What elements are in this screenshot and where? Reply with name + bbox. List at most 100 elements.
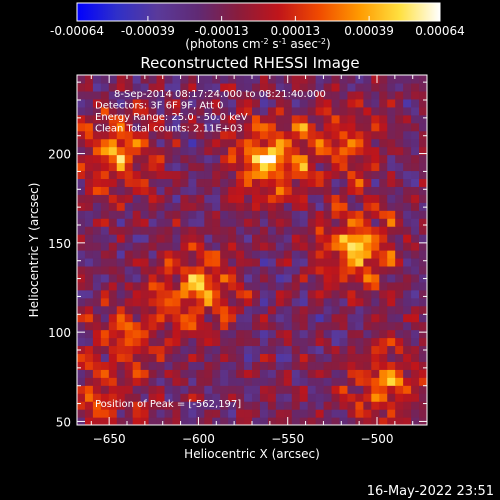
heatmap-cell bbox=[267, 218, 277, 227]
colorbar-tick-label: 0.00013 bbox=[271, 24, 321, 38]
heatmap-cell bbox=[84, 194, 94, 203]
heatmap-cell bbox=[180, 178, 189, 187]
heatmap-cell bbox=[355, 353, 364, 362]
heatmap-cell bbox=[188, 321, 197, 331]
heatmap-cell bbox=[315, 385, 325, 394]
heatmap-cell bbox=[116, 178, 126, 187]
heatmap-cell bbox=[164, 178, 174, 187]
heatmap-cell bbox=[196, 409, 205, 418]
heatmap-cell bbox=[84, 122, 94, 132]
heatmap-cell bbox=[252, 369, 261, 378]
heatmap-cell bbox=[180, 401, 189, 410]
heatmap-cell bbox=[275, 242, 285, 251]
peak-position-label: Position of Peak = [-562,197] bbox=[95, 399, 241, 410]
heatmap-cell bbox=[132, 401, 142, 410]
heatmap-cell bbox=[283, 265, 293, 275]
heatmap-cell bbox=[132, 305, 142, 315]
heatmap-cell bbox=[204, 385, 213, 394]
heatmap-cell bbox=[363, 417, 372, 425]
heatmap-cell bbox=[355, 393, 364, 402]
heatmap-cell bbox=[299, 114, 309, 124]
heatmap-cell bbox=[77, 289, 86, 299]
annotation-line: Detectors: 3F 6F 9F, Att 0 bbox=[95, 101, 223, 112]
heatmap-cell bbox=[140, 361, 150, 370]
heatmap-cell bbox=[403, 297, 412, 307]
heatmap-cell bbox=[100, 178, 110, 187]
heatmap-cell bbox=[371, 257, 380, 267]
heatmap-cell bbox=[259, 385, 269, 394]
heatmap-cell bbox=[108, 234, 118, 243]
heatmap-cell bbox=[411, 82, 420, 92]
heatmap-cell bbox=[371, 122, 380, 132]
heatmap-cell bbox=[323, 265, 333, 275]
heatmap-cell bbox=[156, 329, 166, 339]
heatmap-cell bbox=[244, 138, 253, 148]
heatmap-cell bbox=[307, 218, 317, 227]
heatmap-cell bbox=[204, 82, 213, 92]
heatmap-cell bbox=[291, 202, 301, 211]
heatmap-cell bbox=[228, 130, 237, 140]
heatmap-cell bbox=[100, 417, 110, 425]
heatmap-cell bbox=[252, 178, 261, 187]
heatmap-cell bbox=[252, 409, 261, 418]
heatmap-cell bbox=[108, 194, 118, 203]
heatmap-cell bbox=[108, 401, 118, 410]
heatmap-cell bbox=[108, 82, 118, 92]
heatmap-cell bbox=[275, 297, 285, 307]
heatmap-cell bbox=[323, 385, 333, 394]
heatmap-cell bbox=[204, 321, 213, 331]
heatmap-cell bbox=[411, 385, 420, 394]
heatmap-cell bbox=[100, 114, 110, 124]
heatmap-cell bbox=[283, 401, 293, 410]
heatmap-cell bbox=[156, 218, 166, 227]
heatmap-cell bbox=[275, 361, 285, 370]
heatmap-cell bbox=[244, 361, 253, 370]
heatmap-cell bbox=[164, 146, 174, 156]
heatmap-cell bbox=[259, 289, 269, 299]
heatmap-cell bbox=[403, 377, 412, 386]
heatmap-cell bbox=[307, 138, 317, 148]
heatmap-cell bbox=[267, 138, 277, 148]
heatmap-cell bbox=[204, 90, 213, 100]
heatmap-cell bbox=[84, 265, 94, 275]
heatmap-cell bbox=[395, 130, 404, 140]
heatmap-cell bbox=[228, 250, 237, 259]
heatmap-cell bbox=[77, 146, 86, 156]
heatmap-cell bbox=[156, 409, 166, 418]
heatmap-cell bbox=[403, 345, 412, 355]
heatmap-cell bbox=[267, 242, 277, 251]
heatmap-cell bbox=[403, 401, 412, 410]
heatmap-cell bbox=[403, 114, 412, 124]
heatmap-cell bbox=[148, 75, 158, 84]
heatmap-cell bbox=[220, 130, 229, 140]
heatmap-cell bbox=[331, 257, 341, 267]
heatmap-cell bbox=[283, 321, 293, 331]
heatmap-cell bbox=[411, 257, 420, 267]
heatmap-cell bbox=[355, 106, 364, 116]
heatmap-cell bbox=[411, 345, 420, 355]
heatmap-cell bbox=[371, 242, 380, 251]
heatmap-cell bbox=[267, 265, 277, 275]
heatmap-cell bbox=[244, 250, 253, 259]
heatmap-cell bbox=[196, 122, 205, 132]
heatmap-cell bbox=[307, 154, 317, 164]
heatmap-cell bbox=[108, 305, 118, 315]
heatmap-cell bbox=[77, 305, 86, 315]
heatmap-cell bbox=[315, 234, 325, 243]
heatmap-cell bbox=[84, 257, 94, 267]
heatmap-cell bbox=[347, 273, 357, 283]
heatmap-cell bbox=[236, 138, 245, 148]
heatmap-cell bbox=[363, 154, 372, 164]
heatmap-cell bbox=[411, 146, 420, 156]
heatmap-cell bbox=[244, 265, 253, 275]
heatmap-cell bbox=[148, 106, 158, 116]
heatmap-cell bbox=[84, 409, 94, 418]
heatmap-cell bbox=[228, 289, 237, 299]
heatmap-cell bbox=[363, 162, 372, 172]
heatmap-cell bbox=[275, 146, 285, 156]
heatmap-cell bbox=[387, 393, 396, 402]
heatmap-cell bbox=[395, 265, 404, 275]
heatmap-cell bbox=[252, 75, 261, 84]
heatmap-cell bbox=[164, 202, 174, 211]
heatmap-cell bbox=[124, 361, 134, 370]
